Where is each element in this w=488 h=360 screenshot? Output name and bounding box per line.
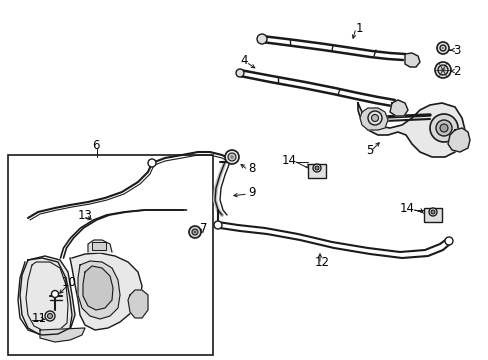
Text: 13: 13 xyxy=(78,208,93,221)
Circle shape xyxy=(257,34,266,44)
Circle shape xyxy=(435,120,451,136)
Circle shape xyxy=(429,114,457,142)
Circle shape xyxy=(51,291,59,297)
Text: 9: 9 xyxy=(247,185,255,198)
Text: 5: 5 xyxy=(365,144,373,157)
Text: 3: 3 xyxy=(452,44,459,57)
Circle shape xyxy=(45,311,55,321)
Text: 12: 12 xyxy=(314,256,329,269)
Circle shape xyxy=(236,69,244,77)
Circle shape xyxy=(436,42,448,54)
Circle shape xyxy=(230,156,233,158)
Polygon shape xyxy=(20,256,75,337)
Circle shape xyxy=(194,231,196,233)
Circle shape xyxy=(47,314,52,319)
Polygon shape xyxy=(359,108,387,130)
Text: 2: 2 xyxy=(452,64,460,77)
Bar xyxy=(307,164,325,178)
Circle shape xyxy=(367,111,381,125)
Circle shape xyxy=(439,45,445,51)
Text: 10: 10 xyxy=(62,275,77,288)
Bar xyxy=(423,208,441,222)
Circle shape xyxy=(314,166,318,170)
Polygon shape xyxy=(128,290,148,318)
Polygon shape xyxy=(40,328,85,342)
Circle shape xyxy=(439,124,447,132)
Circle shape xyxy=(444,237,452,245)
Circle shape xyxy=(430,210,434,214)
Circle shape xyxy=(441,47,443,49)
Text: 8: 8 xyxy=(247,162,255,175)
Circle shape xyxy=(189,226,201,238)
Circle shape xyxy=(371,114,378,122)
Circle shape xyxy=(214,221,222,229)
Circle shape xyxy=(312,164,320,172)
Bar xyxy=(8,155,213,355)
Polygon shape xyxy=(357,103,464,157)
Polygon shape xyxy=(404,53,419,67)
Circle shape xyxy=(440,68,444,72)
Text: 7: 7 xyxy=(200,221,207,234)
Text: 14: 14 xyxy=(282,153,296,166)
Polygon shape xyxy=(78,261,120,319)
Circle shape xyxy=(148,159,156,167)
Polygon shape xyxy=(83,266,113,310)
Text: 6: 6 xyxy=(92,139,99,152)
Circle shape xyxy=(224,150,239,164)
Polygon shape xyxy=(447,128,469,152)
Text: 11: 11 xyxy=(32,311,47,324)
Text: 4: 4 xyxy=(240,54,247,67)
Circle shape xyxy=(192,229,198,235)
Text: 1: 1 xyxy=(355,22,363,35)
Circle shape xyxy=(227,153,236,161)
Text: 14: 14 xyxy=(399,202,414,215)
Polygon shape xyxy=(389,100,407,116)
Polygon shape xyxy=(70,253,142,330)
Circle shape xyxy=(434,62,450,78)
Circle shape xyxy=(437,65,447,75)
Bar xyxy=(92,242,106,250)
Circle shape xyxy=(428,208,436,216)
Polygon shape xyxy=(88,240,112,252)
